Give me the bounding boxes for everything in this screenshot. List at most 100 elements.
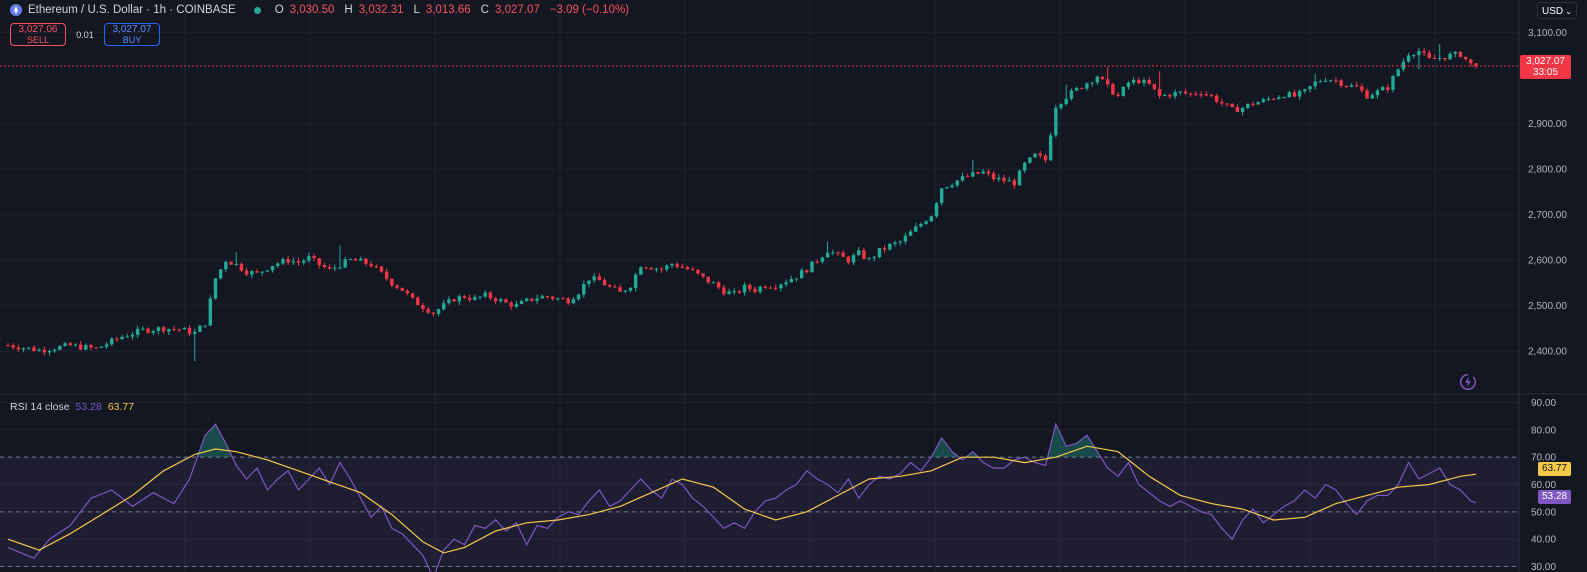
bar-countdown: 33:05 — [1532, 67, 1559, 78]
candle-body — [1012, 180, 1017, 186]
candle — [810, 261, 814, 273]
candle-body — [141, 328, 145, 330]
candle — [120, 335, 124, 340]
candle — [1235, 104, 1240, 113]
candle-body — [862, 250, 866, 259]
candle — [1028, 157, 1032, 164]
candle-body — [924, 221, 928, 224]
candle-body — [1401, 61, 1406, 70]
candle-body — [110, 338, 114, 345]
candle-body — [893, 242, 897, 244]
symbol-title[interactable]: Ethereum / U.S. Dollar · 1h · COINBASE — [28, 4, 236, 16]
candle — [535, 294, 539, 304]
candle — [1178, 91, 1183, 96]
rsi-value-tag: 53.28 — [1538, 490, 1571, 504]
candle-body — [1043, 155, 1048, 161]
candle-body — [774, 287, 778, 289]
candle — [21, 347, 26, 353]
candle — [1106, 66, 1110, 88]
candle — [545, 295, 550, 299]
candle — [955, 180, 959, 188]
candle — [1095, 75, 1100, 85]
candle-body — [1339, 80, 1343, 86]
candle — [229, 261, 233, 265]
candle — [556, 297, 560, 301]
candle — [1209, 93, 1214, 98]
candle-body — [742, 284, 747, 293]
candle-body — [1023, 162, 1027, 171]
candle — [1282, 96, 1286, 99]
candle-body — [867, 258, 871, 260]
candle — [78, 341, 83, 351]
sell-button[interactable]: 3,027.06 SELL — [10, 23, 66, 46]
candle — [696, 269, 700, 276]
candle — [1204, 91, 1208, 97]
price-axis-tick-label: 2,500.00 — [1528, 301, 1567, 312]
candle-body — [1443, 58, 1447, 60]
candle — [115, 336, 119, 343]
candle — [343, 256, 347, 269]
candle — [1033, 153, 1037, 158]
ethereum-coin-icon — [10, 4, 22, 16]
rsi-indicator-name: RSI 14 close — [10, 401, 70, 413]
candle-body — [405, 290, 410, 294]
rsi-legend[interactable]: RSI 14 close 53.28 63.77 — [10, 401, 134, 413]
candle — [644, 266, 648, 270]
market-status-dot-icon[interactable] — [253, 6, 261, 14]
candle — [1152, 83, 1157, 91]
candle — [914, 222, 918, 233]
trade-buttons: 3,027.06 SELL 0.01 3,027.07 BUY — [10, 23, 160, 46]
candle — [1323, 77, 1328, 83]
candle — [405, 289, 410, 296]
candle — [701, 273, 705, 279]
candle — [602, 277, 607, 286]
candle — [1090, 81, 1094, 87]
candle-body — [1116, 94, 1120, 96]
candle — [789, 275, 793, 283]
candle — [1375, 88, 1380, 99]
candle-body — [784, 282, 788, 285]
candle-body — [1308, 86, 1312, 90]
candle-body — [587, 280, 591, 285]
candle — [1126, 81, 1131, 90]
candle — [986, 168, 991, 177]
candle — [359, 256, 363, 261]
candle — [68, 342, 72, 346]
price-axis[interactable]: 3,100.00 2,900.00 2,800.00 2,700.00 2,600.00… — [1528, 28, 1567, 572]
lightning-replay-icon[interactable] — [1459, 373, 1477, 391]
candle — [1188, 92, 1193, 97]
rsi-ma-legend-value: 63.77 — [107, 401, 135, 413]
candle — [685, 265, 690, 271]
candle-body — [94, 347, 98, 349]
currency-selector[interactable]: USD ⌄ — [1537, 2, 1577, 19]
candle-body — [701, 273, 705, 277]
candle-body — [706, 276, 710, 283]
candle-body — [187, 327, 192, 334]
candle — [867, 256, 871, 261]
candle — [1339, 78, 1343, 88]
candle — [348, 258, 353, 260]
symbol-legend[interactable]: Ethereum / U.S. Dollar · 1h · COINBASE O… — [10, 3, 633, 17]
candle-body — [281, 259, 285, 264]
candle — [1354, 81, 1359, 87]
candle-body — [359, 258, 363, 261]
candle-body — [115, 338, 119, 340]
candle — [1131, 77, 1136, 86]
rsi-axis-tick-label: 70.00 — [1531, 453, 1556, 464]
buy-button[interactable]: 3,027.07 BUY — [104, 23, 160, 46]
candle-body — [270, 265, 275, 271]
ohlc-close-label: C — [480, 4, 489, 16]
candle — [1437, 44, 1442, 62]
candle — [851, 252, 856, 266]
candle — [628, 287, 633, 293]
candle-body — [945, 187, 949, 189]
candle-body — [239, 263, 244, 271]
candle-body — [447, 299, 451, 304]
candle — [1329, 79, 1333, 82]
candle — [265, 270, 270, 273]
price-axis-tick-label: 2,600.00 — [1528, 256, 1567, 267]
candle — [1246, 103, 1250, 110]
rsi-axis-tick-label: 90.00 — [1531, 398, 1556, 409]
candle-body — [1261, 99, 1266, 103]
